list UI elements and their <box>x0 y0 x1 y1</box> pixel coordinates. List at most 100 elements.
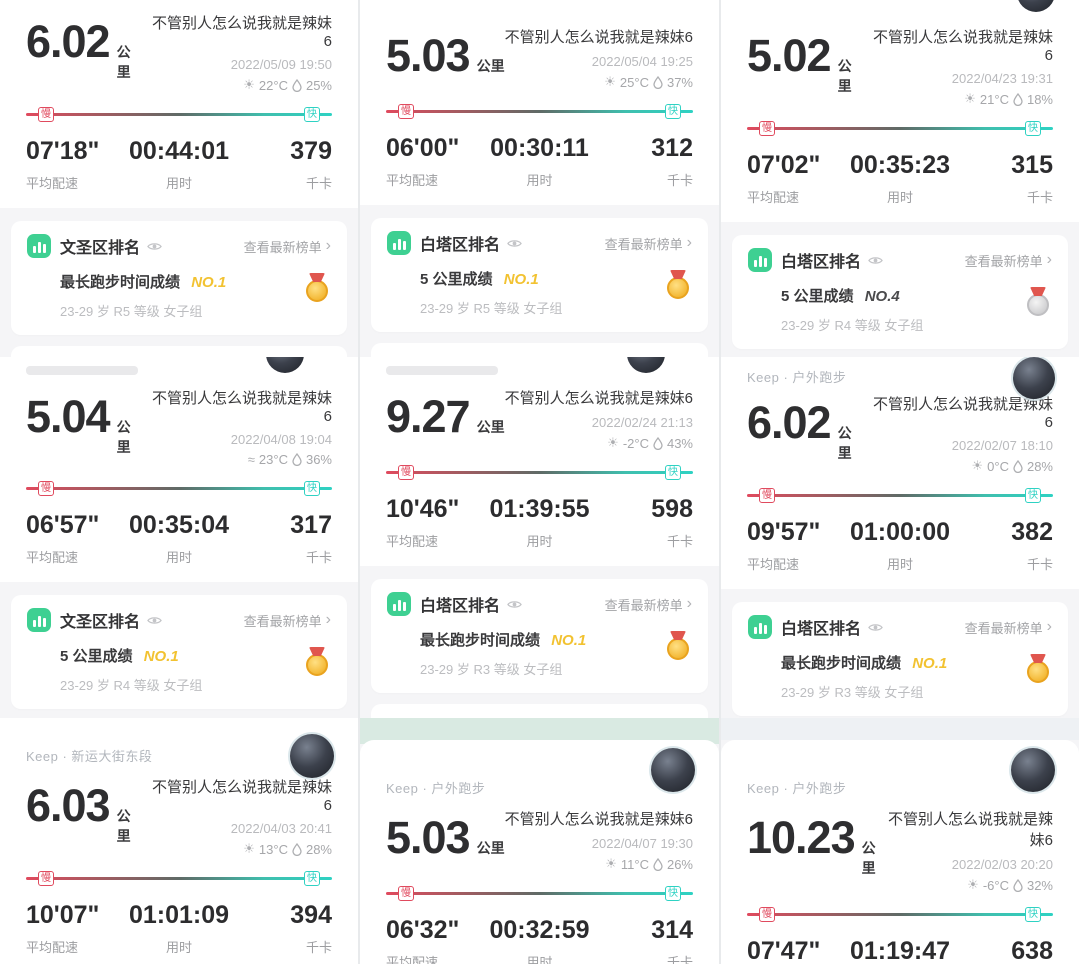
avatar[interactable] <box>627 357 665 373</box>
user-signature: 不管别人怎么说我就是辣妹6 <box>504 390 693 407</box>
pace-slider: 慢 快 <box>26 481 332 496</box>
eye-icon[interactable] <box>147 615 162 626</box>
run-summary-section: 9.27 公里 不管别人怎么说我就是辣妹6 2022/02/24 21:13 ☀… <box>360 357 719 566</box>
per-km-pace-card[interactable]: 每公里配速 <box>371 704 708 718</box>
per-km-pace-card[interactable]: 每公里配速 <box>11 346 347 357</box>
run-meta: 不管别人怎么说我就是辣妹6 2022/05/04 19:25 ☀ 25°C 37… <box>505 26 693 90</box>
view-leaderboard-link[interactable]: 查看最新榜单 <box>964 253 1043 269</box>
ranking-card: 白塔区排名 查看最新榜单 › 最长跑步时间成绩 NO.1 23-29 岁 R3 … <box>732 602 1068 716</box>
eye-icon[interactable] <box>147 241 162 252</box>
run-record-card-9: Keep · 户外跑步 10.23 公里 不管别人怎么说我就是辣妹6 2022/… <box>721 718 1079 964</box>
slow-label: 慢 <box>398 886 414 901</box>
pace-gradient-line <box>26 487 332 490</box>
calories-stat: 315 千卡 <box>951 151 1053 206</box>
chevron-right-icon[interactable]: › <box>325 237 331 254</box>
eye-icon[interactable] <box>507 238 522 249</box>
humidity-value: 25% <box>305 77 332 93</box>
run-meta: 不管别人怎么说我就是辣妹6 2022/02/24 21:13 ☀ -2°C 43… <box>505 387 693 451</box>
view-leaderboard-link[interactable]: 查看最新榜单 <box>964 620 1043 636</box>
avatar[interactable] <box>651 748 695 792</box>
calories-label: 千卡 <box>305 940 332 955</box>
view-leaderboard-link[interactable]: 查看最新榜单 <box>604 236 683 252</box>
weather-icon: ☀ <box>243 77 255 92</box>
calories-stat: 394 千卡 <box>230 901 332 956</box>
calories-value: 315 <box>1011 151 1053 179</box>
per-km-pace-card[interactable]: 每公里配速 <box>371 343 708 357</box>
view-leaderboard-link[interactable]: 查看最新榜单 <box>604 597 683 613</box>
humidity-drop-icon <box>292 78 302 92</box>
app-location-label: Keep · 新运大街东段 <box>26 749 153 764</box>
calories-label: 千卡 <box>666 534 693 549</box>
duration-label: 用时 <box>886 557 913 572</box>
run-summary-section: Keep · 新运大街东段 6.03 公里 不管别人怎么说我就是辣妹6 2022… <box>0 718 358 964</box>
avatar[interactable] <box>1013 357 1055 399</box>
humidity-drop-icon <box>1013 459 1023 473</box>
calories-label: 千卡 <box>666 955 693 964</box>
avg-pace-value: 10'07" <box>26 901 100 929</box>
weather-icon: ☀ <box>964 91 976 106</box>
avg-pace-stat: 07'47" 平均配速 <box>747 937 849 964</box>
humidity-value: 37% <box>666 74 693 90</box>
distance-value: 6.02 <box>26 16 111 67</box>
weather-row: ≈ 23°C 36% <box>144 452 332 467</box>
slow-label: 慢 <box>398 104 414 119</box>
temperature-value: -2°C <box>622 435 649 451</box>
humidity-drop-icon <box>1013 878 1023 892</box>
age-group-text: 23-29 岁 R5 等级 女子组 <box>60 304 203 319</box>
duration-value: 00:30:11 <box>490 134 589 162</box>
avg-pace-value: 07'47" <box>747 937 821 964</box>
ranking-barchart-icon <box>387 592 411 616</box>
summary-row: 6.02 公里 不管别人怎么说我就是辣妹6 2022/02/07 18:10 ☀… <box>747 393 1053 474</box>
distance: 5.04 公里 <box>26 391 144 457</box>
calories-stat: 638 千卡 <box>951 937 1053 964</box>
pace-gradient-line <box>386 110 693 113</box>
avg-pace-label: 平均配速 <box>26 550 79 565</box>
fast-label: 快 <box>304 481 320 496</box>
chevron-right-icon[interactable]: › <box>686 595 692 612</box>
temperature-value: 11°C <box>620 856 649 872</box>
temperature-value: 13°C <box>258 841 288 857</box>
run-datetime: 2022/02/07 18:10 <box>951 438 1053 453</box>
avatar[interactable] <box>1011 748 1055 792</box>
fast-label: 快 <box>304 871 320 886</box>
eye-icon[interactable] <box>868 622 883 633</box>
avg-pace-stat: 10'07" 平均配速 <box>26 901 128 956</box>
run-record-card-8: Keep · 户外跑步 5.03 公里 不管别人怎么说我就是辣妹6 2022/0… <box>360 718 719 964</box>
run-record-card-6: Keep · 户外跑步 6.02 公里 不管别人怎么说我就是辣妹6 2022/0… <box>721 357 1079 718</box>
pace-slider: 慢 快 <box>386 465 693 480</box>
duration-stat: 00:44:01 用时 <box>128 137 230 192</box>
calories-stat: 382 千卡 <box>951 518 1053 573</box>
chevron-right-icon[interactable]: › <box>1046 251 1052 268</box>
weather-icon: ☀ <box>605 856 617 871</box>
avatar[interactable] <box>290 734 334 778</box>
view-leaderboard-link[interactable]: 查看最新榜单 <box>243 239 322 255</box>
ranking-header: 文圣区排名 查看最新榜单 › <box>27 608 331 632</box>
pace-slider: 慢 快 <box>386 104 693 119</box>
age-group-text: 23-29 岁 R3 等级 女子组 <box>420 662 563 677</box>
humidity-drop-icon <box>292 842 302 856</box>
humidity-value: 28% <box>1026 458 1053 474</box>
pace-gradient-line <box>386 471 693 474</box>
chevron-right-icon[interactable]: › <box>325 611 331 628</box>
chevron-right-icon[interactable]: › <box>686 234 692 251</box>
app-location-label: Keep · 户外跑步 <box>747 370 847 385</box>
avatar[interactable] <box>1017 0 1055 12</box>
distance-value: 5.03 <box>386 812 471 863</box>
view-leaderboard-link[interactable]: 查看最新榜单 <box>243 613 322 629</box>
pace-slider: 慢 快 <box>747 121 1053 136</box>
humidity-value: 32% <box>1026 877 1053 893</box>
rank-number: NO.1 <box>503 271 539 288</box>
app-location-label: Keep · 户外跑步 <box>386 781 486 796</box>
chevron-right-icon[interactable]: › <box>1046 618 1052 635</box>
weather-row: ☀ 25°C 37% <box>505 74 693 90</box>
eye-icon[interactable] <box>868 255 883 266</box>
medal-icon <box>1026 287 1050 316</box>
weather-icon: ☀ <box>607 435 619 450</box>
run-meta: 不管别人怎么说我就是辣妹6 2022/04/23 19:31 ☀ 21°C 18… <box>865 26 1053 107</box>
ranking-card: 文圣区排名 查看最新榜单 › 5 公里成绩 NO.1 23-29 岁 R4 等级… <box>11 595 347 709</box>
run-record-card-1: 6.02 公里 不管别人怎么说我就是辣妹6 2022/05/09 19:50 ☀… <box>0 0 358 357</box>
run-record-card-2: 5.03 公里 不管别人怎么说我就是辣妹6 2022/05/04 19:25 ☀… <box>360 0 719 357</box>
eye-icon[interactable] <box>507 599 522 610</box>
run-meta: 不管别人怎么说我就是辣妹6 2022/02/07 18:10 ☀ 0°C 28% <box>865 393 1053 474</box>
avatar[interactable] <box>266 357 304 373</box>
